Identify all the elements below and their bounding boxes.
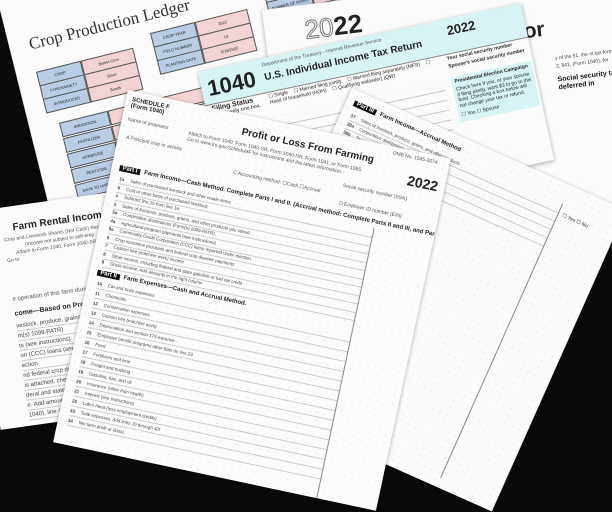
line-number: 8 — [102, 251, 107, 257]
line-number: 33 — [69, 408, 76, 414]
line-number: b — [117, 184, 121, 190]
line-number: 11 — [94, 290, 101, 297]
line-number: 14 — [88, 319, 95, 326]
instructions-side-text: y of the 51, the nt tax form, and W-2, 9… — [554, 46, 612, 92]
line-number: 17 — [82, 349, 89, 356]
line-number: 21 — [73, 388, 80, 395]
line-number: 13 — [90, 310, 97, 317]
schedule-f-year: 2022 — [405, 172, 440, 195]
line-number: 7 — [104, 242, 109, 249]
line-number: 2 — [113, 201, 118, 207]
pec-spouse[interactable]: Spouse — [482, 104, 500, 114]
line-number: 18 — [79, 359, 86, 366]
amount-column — [440, 203, 609, 499]
line-number: 16 — [84, 339, 91, 346]
line-number: 9 — [101, 259, 105, 265]
line-number: 4a — [110, 217, 116, 224]
line-number: 38a — [346, 121, 355, 129]
form-year: 2022 — [445, 17, 477, 39]
line-number: 37 — [349, 113, 357, 120]
line-text: Feed — [94, 341, 106, 349]
line-number: 12 — [92, 300, 99, 307]
line-number: 10 — [96, 280, 103, 287]
schedule-label: SCHEDULE F (Form 1040) — [130, 97, 171, 116]
line-number: 5a — [108, 226, 115, 233]
presidential-election-campaign: Presidential Election Campaign Check her… — [450, 60, 541, 123]
line-number: 1a — [118, 176, 125, 183]
line-number: 22 — [71, 398, 78, 405]
line-number: 19 — [77, 368, 84, 375]
pec-you[interactable]: You — [466, 109, 477, 117]
line-number: 20 — [75, 378, 82, 385]
accounting-method: C Accounting method: ☐Cash ☐Accrual — [232, 169, 321, 195]
line-number: 34 — [67, 417, 74, 424]
line-number: 3a — [111, 209, 118, 216]
line-number: 6 — [106, 234, 110, 240]
line-number: c — [115, 192, 119, 199]
line-number: 15 — [86, 329, 93, 336]
